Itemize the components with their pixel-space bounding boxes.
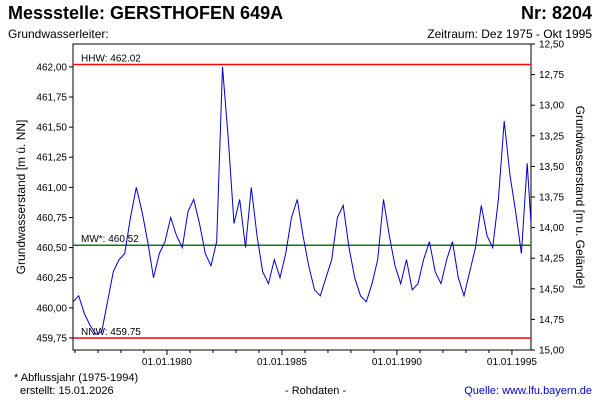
x-tick-label: 01.01.1990 [372,357,422,368]
y2-tick-label: 13,25 [539,131,564,142]
y2-tick-label: 12,75 [539,70,564,81]
aquifer-label: Grundwasserleiter: [8,27,109,41]
y2-tick-label: 14,00 [539,223,564,234]
x-tick-label: 01.01.1995 [487,357,537,368]
y-axis-title: Grundwasserstand [m ü. NN] [14,120,28,275]
y-tick-label: 462,00 [36,62,67,73]
period-label: Zeitraum: Dez 1975 - Okt 1995 [427,27,592,41]
nnw-line-label: NNW: 459.75 [81,327,141,338]
y2-tick-label: 14,75 [539,315,564,326]
y-axis-right: 12,50 12,75 13,00 13,25 13,50 13,75 14,00 14,25… [531,40,564,357]
y-axis-left: 459,75 460,00 460,25 460,50 460,75 461,00 461,… [36,62,73,344]
y-tick-label: 461,75 [36,93,67,104]
source-link[interactable]: Quelle: www.lfu.bayern.de [464,385,592,397]
y-tick-label: 459,75 [36,333,67,344]
plot-frame [72,43,532,351]
footnote: * Abflussjahr (1975-1994) [14,372,139,384]
y2-tick-label: 13,00 [539,101,564,112]
mw-line-label: MW*: 460.52 [81,234,139,245]
y-tick-label: 460,75 [36,213,67,224]
y2-tick-label: 13,75 [539,193,564,204]
y-tick-label: 461,00 [36,183,67,194]
rawdata-label: - Rohdaten - [285,385,347,397]
reference-lines: HHW: 462.02 MW*: 460.52 NNW: 459.75 [73,53,531,339]
y-tick-label: 460,00 [36,303,67,314]
station-number: Nr: 8204 [520,3,592,23]
series-line [72,66,532,335]
y2-tick-label: 12,50 [539,40,564,51]
page-title: Messstelle: GERSTHOFEN 649A [8,3,284,23]
x-tick-label: 01.01.1985 [257,357,307,368]
x-tick-label: 01.01.1980 [142,357,192,368]
y2-tick-label: 14,50 [539,284,564,295]
x-axis: 01.01.1980 01.01.1985 01.01.1990 01.01.1995 [74,350,537,368]
y2-tick-label: 13,50 [539,162,564,173]
y2-tick-label: 15,00 [539,346,564,357]
y2-tick-label: 14,25 [539,254,564,265]
y-tick-label: 460,25 [36,273,67,284]
y-tick-label: 461,50 [36,123,67,134]
hhw-line-label: HHW: 462.02 [81,53,141,64]
y2-axis-title: Grundwasserstand [m u. Gelände] [573,106,587,289]
y-tick-label: 460,50 [36,243,67,254]
created-date: erstellt: 15.01.2026 [20,385,114,397]
y-tick-label: 461,25 [36,153,67,164]
